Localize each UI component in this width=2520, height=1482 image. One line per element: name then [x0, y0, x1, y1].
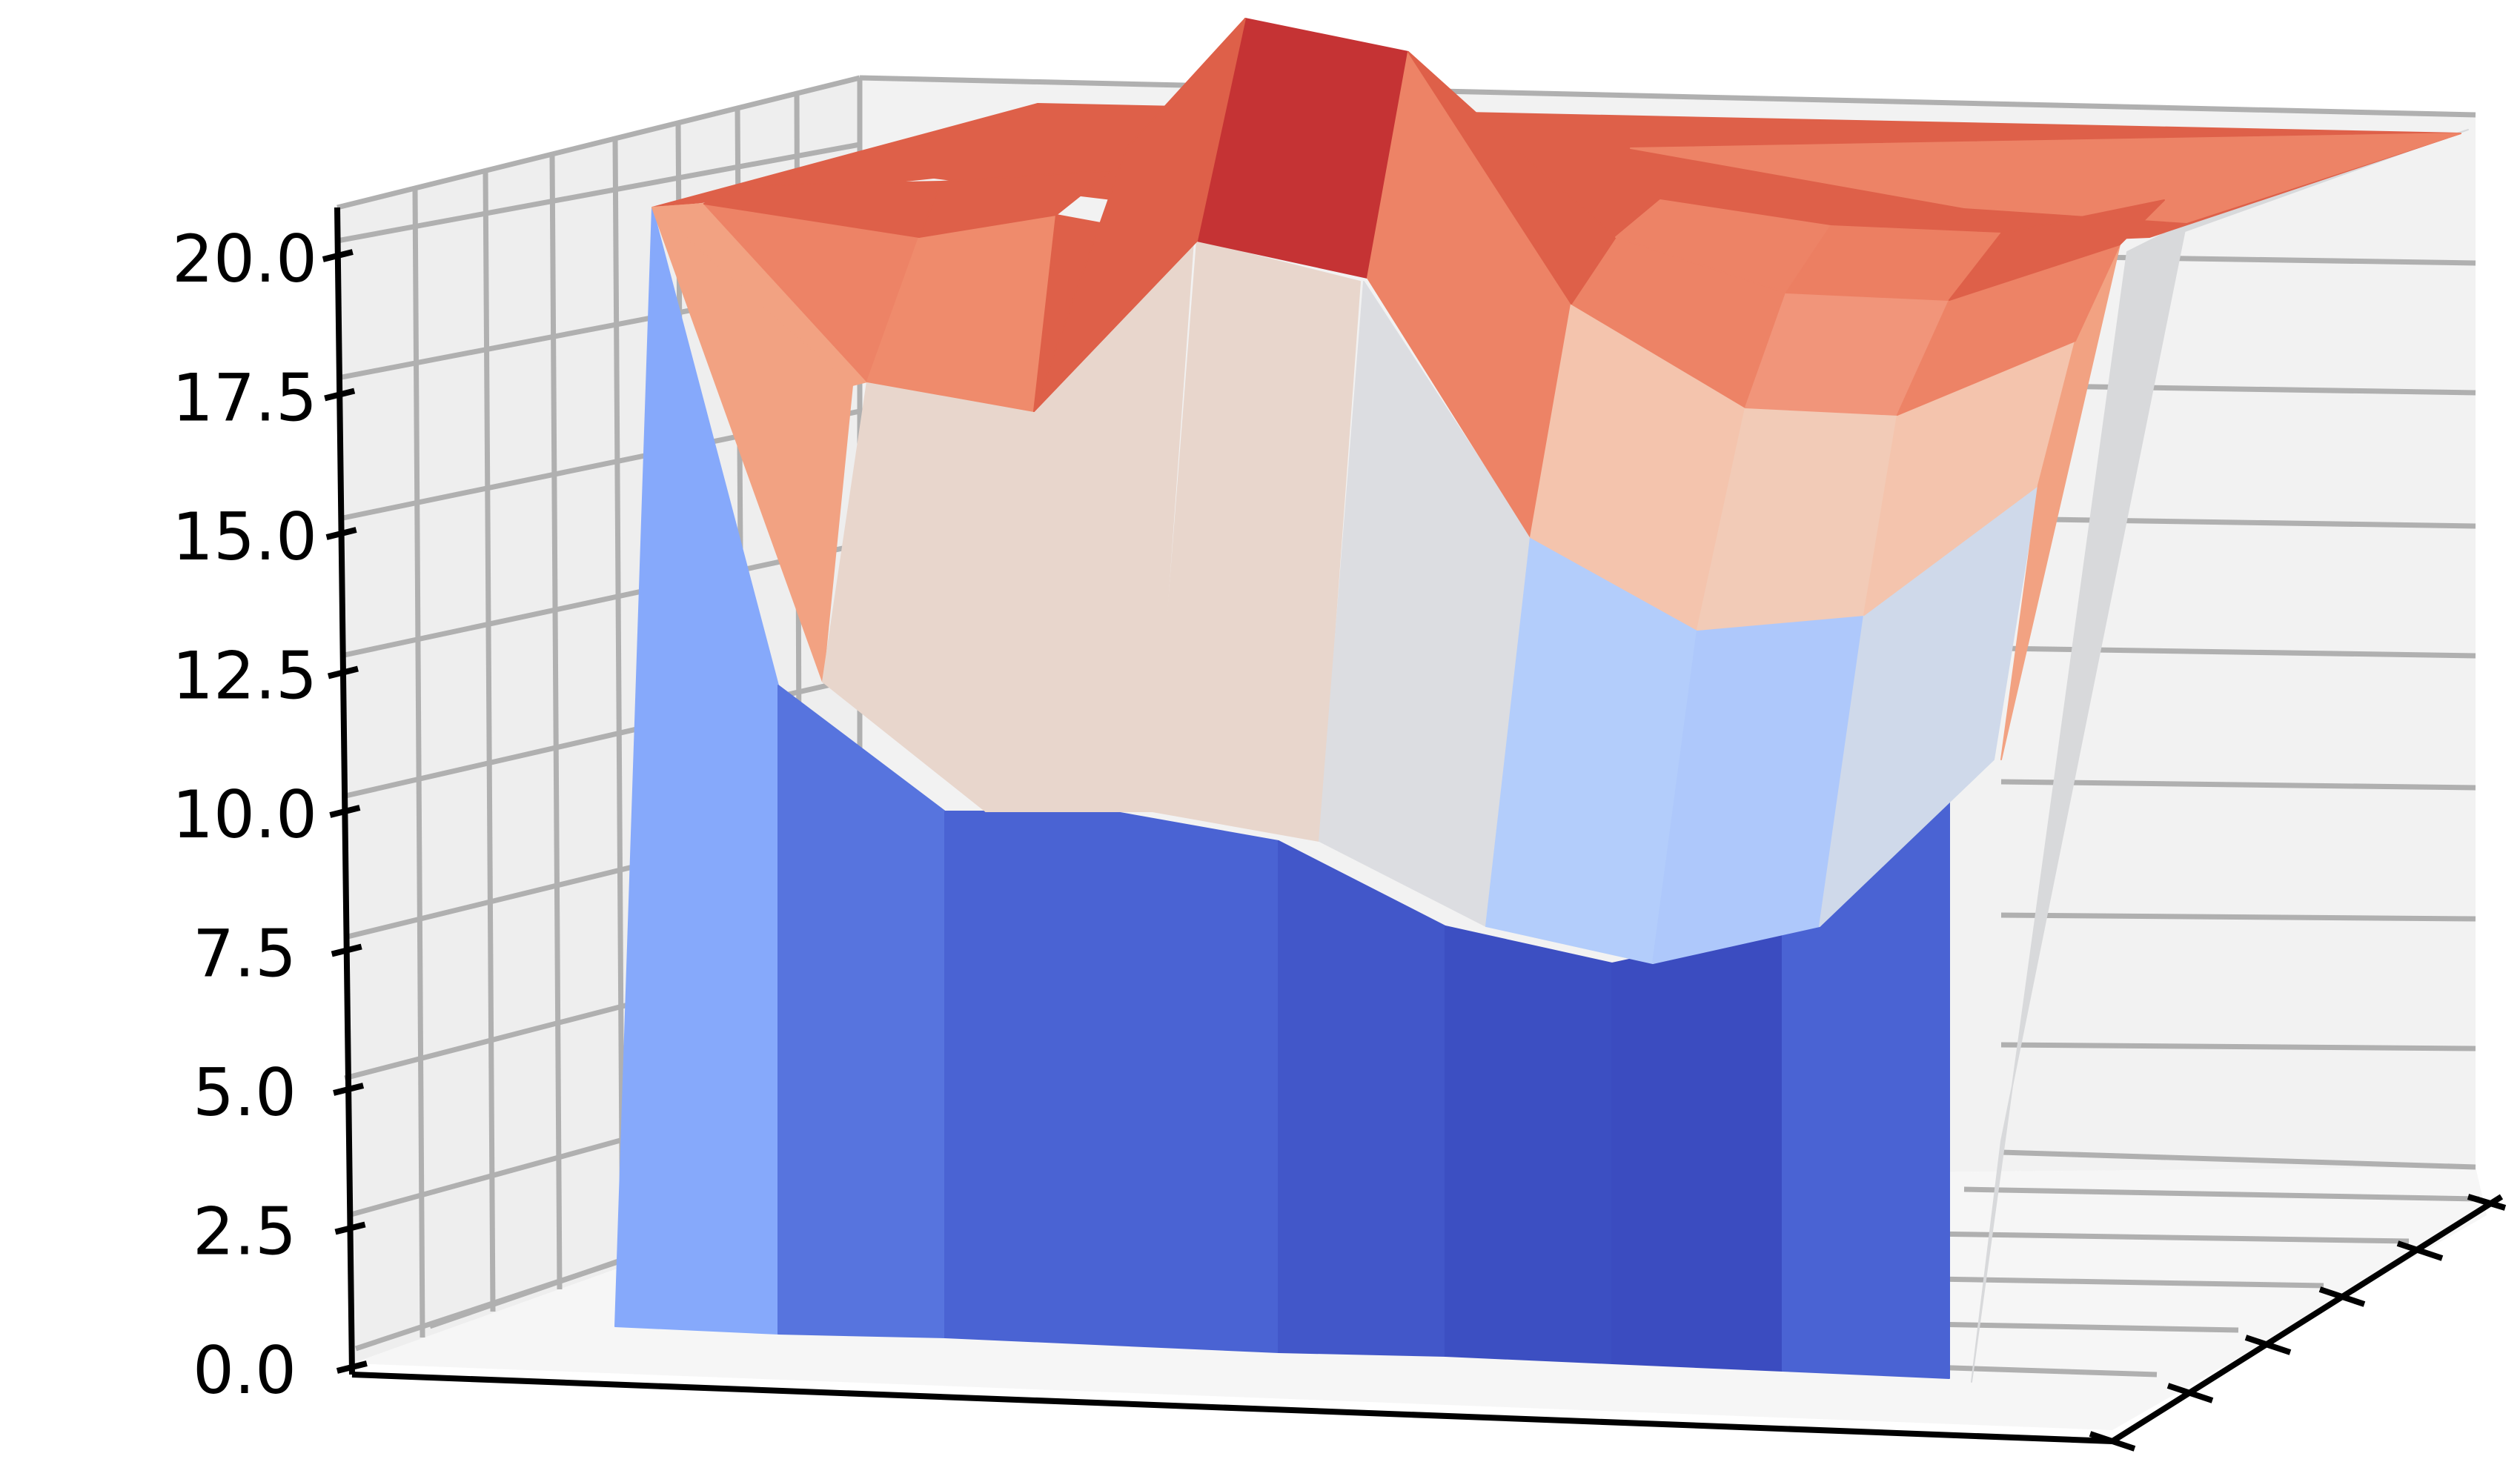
grid-line: [336, 142, 861, 244]
y-tick: [2166, 1383, 2214, 1403]
grid-line: [2000, 1149, 2476, 1170]
surface-face: [1278, 840, 1446, 1357]
y-tick: [2244, 1335, 2292, 1355]
grid-line: [2000, 779, 2476, 791]
grid-line: [2000, 912, 2476, 922]
z-tick-label: 7.5: [193, 916, 296, 992]
z-tick: [336, 1360, 368, 1374]
grid-line: [612, 139, 626, 1268]
z-tick: [329, 805, 361, 818]
z-axis-line: [334, 207, 355, 1375]
grid-line: [412, 188, 425, 1338]
x-axis-line: [351, 1372, 2113, 1444]
z-tick: [331, 943, 362, 957]
y-tick: [2467, 1194, 2507, 1211]
z-tick-label: 5.0: [193, 1054, 296, 1131]
z-tick-label: 17.5: [172, 360, 317, 436]
surface-face: [703, 181, 942, 238]
y-axis-line: [2110, 1194, 2504, 1444]
z-ticks: 0.0 2.5 5.0 7.5 10.0 12.5 15.0 17.5 20.0: [172, 221, 368, 1409]
z-tick-label: 2.5: [193, 1194, 296, 1270]
y-ticks: [2089, 1194, 2507, 1452]
grid-line: [340, 542, 861, 659]
surface-face: [1445, 926, 1613, 1364]
z-tick: [322, 249, 354, 262]
grid-line: [336, 75, 861, 210]
grid-line: [2000, 516, 2476, 529]
grid-line: [1926, 1231, 2410, 1244]
grid-line: [549, 155, 563, 1290]
z-tick-label: 15.0: [172, 499, 317, 575]
z-tick: [327, 665, 359, 679]
grid-line: [1889, 1275, 2324, 1289]
grid-line: [859, 75, 2476, 118]
grid-line: [428, 1257, 624, 1329]
z-tick: [334, 1221, 366, 1235]
surface-face: [1033, 18, 1246, 412]
surface-face: [1949, 199, 2165, 301]
z-tick: [333, 1083, 365, 1096]
z-tick-label: 10.0: [172, 777, 317, 853]
grid-line: [483, 171, 496, 1312]
surface: [614, 18, 2469, 1383]
surface-face: [1152, 240, 1361, 842]
grid-line: [2000, 1042, 2476, 1051]
surface-face: [944, 811, 1113, 1346]
axes: [334, 207, 2504, 1444]
z-tick: [325, 527, 357, 540]
z-tick-label: 20.0: [172, 221, 317, 297]
surface-face: [1630, 133, 2461, 223]
surface-face: [1111, 811, 1279, 1353]
z-tick-label: 12.5: [172, 638, 317, 714]
z-tick: [324, 388, 356, 402]
grid-line: [1963, 1186, 2480, 1202]
y-tick: [2318, 1286, 2366, 1307]
y-tick: [2396, 1240, 2444, 1261]
z-tick-label: 0.0: [193, 1332, 296, 1409]
surface-face: [1611, 926, 1783, 1372]
y-tick: [2089, 1431, 2136, 1452]
